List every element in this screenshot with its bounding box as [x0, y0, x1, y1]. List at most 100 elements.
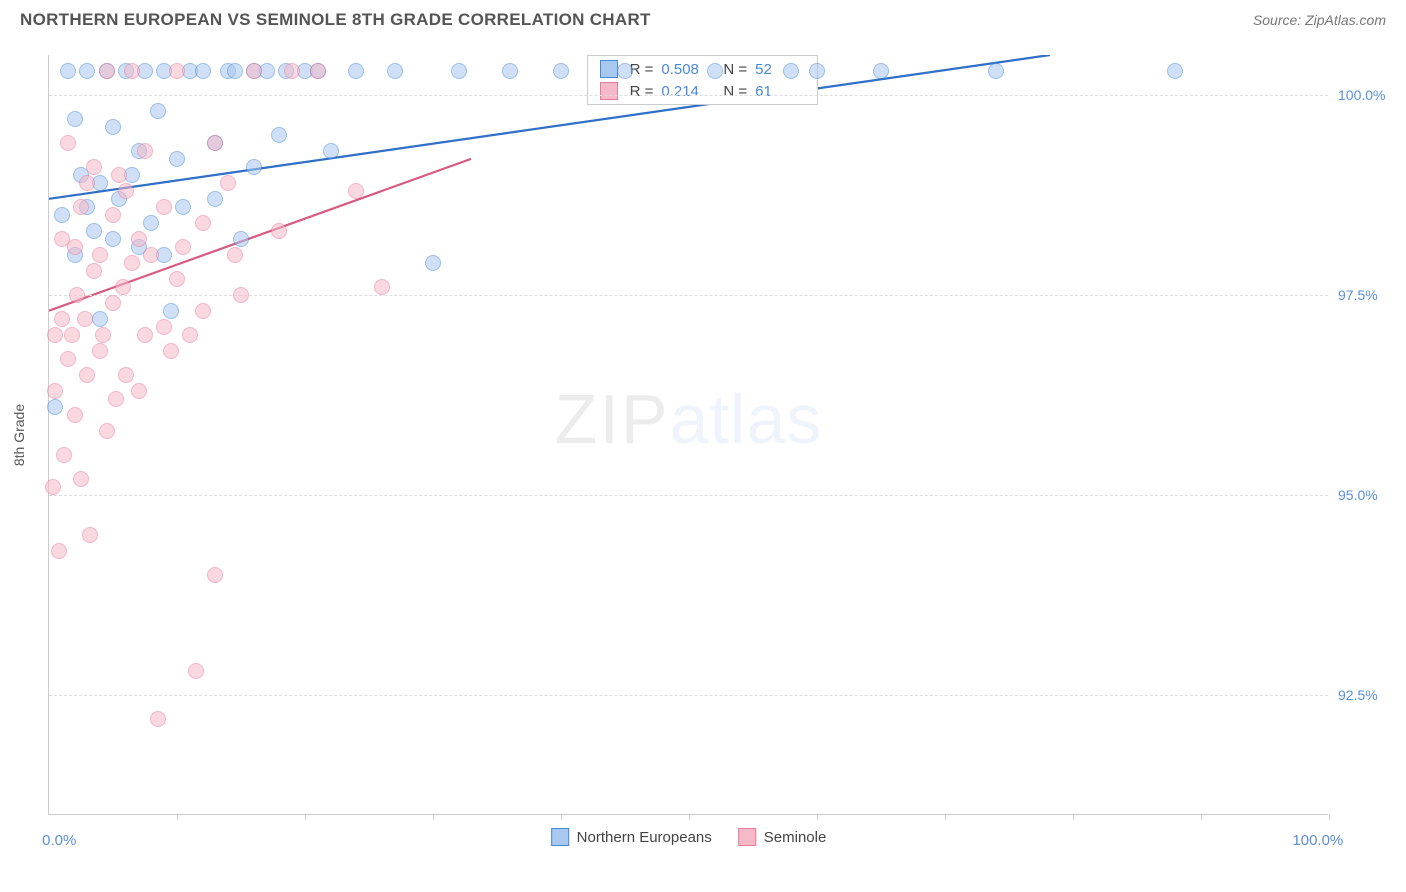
data-point [79, 175, 95, 191]
data-point [73, 199, 89, 215]
data-point [195, 215, 211, 231]
data-point [54, 207, 70, 223]
legend-swatch [551, 828, 569, 846]
data-point [169, 271, 185, 287]
data-point [60, 351, 76, 367]
x-tick-mark [1073, 814, 1074, 820]
data-point [69, 287, 85, 303]
data-point [67, 239, 83, 255]
data-point [118, 183, 134, 199]
data-point [54, 311, 70, 327]
stats-row: R =0.214N =61 [588, 80, 818, 102]
data-point [137, 327, 153, 343]
data-point [169, 151, 185, 167]
data-point [73, 471, 89, 487]
legend-swatch [738, 828, 756, 846]
r-value: 0.508 [661, 61, 711, 78]
data-point [86, 263, 102, 279]
data-point [195, 63, 211, 79]
data-point [105, 231, 121, 247]
data-point [451, 63, 467, 79]
gridline [49, 95, 1328, 96]
data-point [79, 367, 95, 383]
data-point [207, 191, 223, 207]
y-tick-label: 100.0% [1338, 87, 1385, 103]
data-point [51, 543, 67, 559]
data-point [271, 223, 287, 239]
data-point [182, 327, 198, 343]
data-point [246, 159, 262, 175]
data-point [195, 303, 211, 319]
legend-item: Seminole [738, 828, 827, 846]
x-tick-mark [689, 814, 690, 820]
data-point [92, 247, 108, 263]
x-axis-max-label: 100.0% [1292, 832, 1343, 849]
data-point [143, 247, 159, 263]
data-point [47, 399, 63, 415]
data-point [150, 103, 166, 119]
legend-item: Northern Europeans [551, 828, 712, 846]
x-tick-mark [433, 814, 434, 820]
data-point [115, 279, 131, 295]
data-point [67, 407, 83, 423]
x-tick-mark [177, 814, 178, 820]
data-point [150, 711, 166, 727]
data-point [175, 239, 191, 255]
data-point [105, 207, 121, 223]
chart-header: NORTHERN EUROPEAN VS SEMINOLE 8TH GRADE … [0, 0, 1406, 35]
data-point [105, 295, 121, 311]
data-point [86, 159, 102, 175]
data-point [227, 247, 243, 263]
data-point [99, 63, 115, 79]
data-point [108, 391, 124, 407]
data-point [374, 279, 390, 295]
data-point [111, 167, 127, 183]
data-point [156, 319, 172, 335]
data-point [118, 367, 134, 383]
data-point [873, 63, 889, 79]
data-point [233, 287, 249, 303]
data-point [60, 63, 76, 79]
data-point [79, 63, 95, 79]
data-point [387, 63, 403, 79]
data-point [783, 63, 799, 79]
data-point [124, 255, 140, 271]
data-point [77, 311, 93, 327]
chart-title: NORTHERN EUROPEAN VS SEMINOLE 8TH GRADE … [20, 10, 651, 30]
data-point [188, 663, 204, 679]
data-point [1167, 63, 1183, 79]
r-label: R = [630, 83, 654, 100]
series-legend: Northern Europeans Seminole [551, 828, 827, 846]
data-point [124, 63, 140, 79]
data-point [131, 383, 147, 399]
data-point [169, 63, 185, 79]
data-point [131, 231, 147, 247]
n-label: N = [723, 61, 747, 78]
y-tick-label: 97.5% [1338, 287, 1378, 303]
n-value: 61 [755, 83, 805, 100]
watermark-zip: ZIP [555, 380, 670, 458]
data-point [207, 567, 223, 583]
data-point [348, 63, 364, 79]
data-point [82, 527, 98, 543]
chart-source: Source: ZipAtlas.com [1253, 12, 1386, 28]
data-point [809, 63, 825, 79]
data-point [707, 63, 723, 79]
data-point [86, 223, 102, 239]
y-axis-label: 8th Grade [11, 403, 27, 465]
data-point [47, 383, 63, 399]
regression-lines-svg [49, 55, 1328, 814]
data-point [105, 119, 121, 135]
data-point [271, 127, 287, 143]
x-tick-mark [561, 814, 562, 820]
data-point [425, 255, 441, 271]
data-point [617, 63, 633, 79]
gridline [49, 495, 1328, 496]
data-point [92, 311, 108, 327]
data-point [175, 199, 191, 215]
x-tick-mark [1201, 814, 1202, 820]
data-point [92, 343, 108, 359]
r-label: R = [630, 61, 654, 78]
x-tick-mark [1329, 814, 1330, 820]
watermark: ZIPatlas [555, 379, 823, 459]
